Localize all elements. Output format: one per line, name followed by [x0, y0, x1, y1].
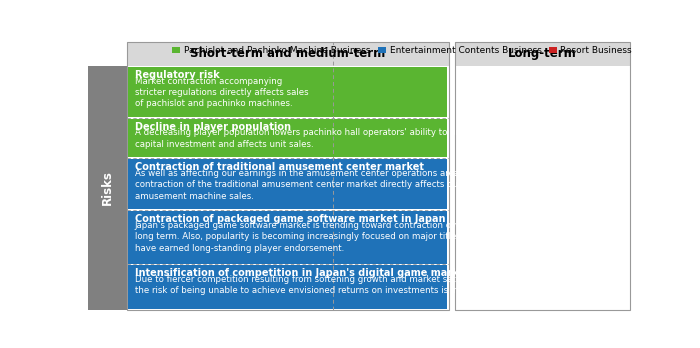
- Bar: [128, 265, 447, 309]
- Text: Long-term: Long-term: [508, 47, 577, 60]
- Text: Contraction of packaged game software market in Japan: Contraction of packaged game software ma…: [134, 214, 445, 224]
- Text: Risks: Risks: [101, 171, 113, 205]
- Text: Due to fiercer competition resulting from softening growth and market saturation: Due to fiercer competition resulting fro…: [134, 275, 498, 295]
- Text: Short-term and medium-term: Short-term and medium-term: [190, 47, 385, 60]
- Text: Market contraction accompanying
stricter regulations directly affects sales
of p: Market contraction accompanying stricter…: [134, 77, 308, 109]
- Text: As well as affecting our earnings in the amusement center operations area,
contr: As well as affecting our earnings in the…: [134, 169, 461, 201]
- Text: Japan's packaged game software market is trending toward contraction over the
lo: Japan's packaged game software market is…: [134, 221, 483, 253]
- Bar: [127, 42, 449, 66]
- Text: A decreasing player population lowers pachinko hall operators' ability to undert: A decreasing player population lowers pa…: [134, 128, 494, 149]
- Legend: Pachislot and Pachinko Machine Business, Entertainment Contents Business, Resort: Pachislot and Pachinko Machine Business,…: [172, 46, 632, 55]
- Text: Decline in player population: Decline in player population: [134, 122, 290, 132]
- Bar: [88, 66, 127, 310]
- Text: Regulatory risk: Regulatory risk: [134, 70, 219, 80]
- Bar: [128, 119, 447, 157]
- Bar: [128, 211, 447, 263]
- Bar: [127, 42, 449, 310]
- Bar: [128, 67, 447, 117]
- Bar: [455, 42, 630, 66]
- Bar: [128, 159, 447, 209]
- Text: Intensification of competition in Japan's digital game market: Intensification of competition in Japan'…: [134, 268, 470, 278]
- Text: Contraction of traditional amusement center market: Contraction of traditional amusement cen…: [134, 162, 424, 172]
- Bar: [455, 42, 630, 310]
